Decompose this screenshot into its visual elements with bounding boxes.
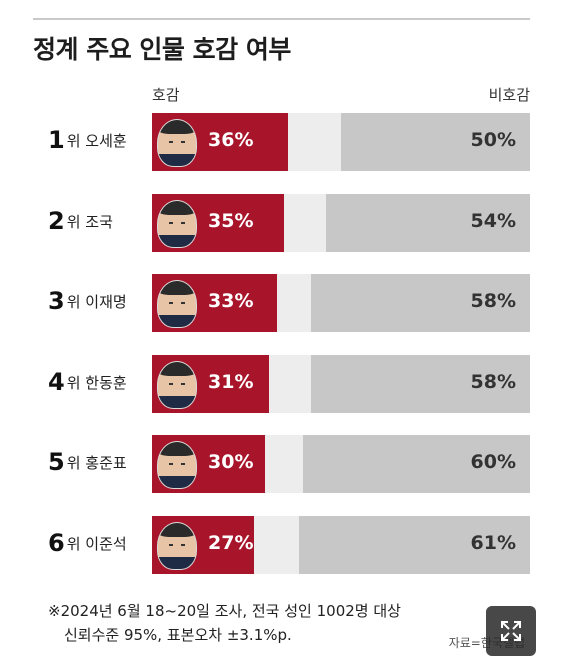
legend-dislike-label: 비호감 [488, 86, 530, 104]
expand-icon [501, 621, 521, 641]
bar-like: 27% [152, 515, 255, 574]
dislike-value-label: 58% [470, 370, 516, 393]
like-value-label: 31% [208, 370, 254, 393]
bar-track: 60% 30% [152, 435, 530, 493]
like-value-label: 30% [208, 451, 254, 473]
bar-dislike: 61% [299, 515, 530, 574]
person-name: 오세훈 [85, 132, 127, 150]
chart-title: 정계 주요 인물 호감 여부 [33, 35, 291, 64]
portrait-icon [157, 119, 197, 167]
rank-suffix: 위 [66, 293, 86, 311]
bar-like: 30% [152, 435, 266, 493]
dislike-value-label: 61% [470, 531, 516, 554]
bar-dislike: 54% [325, 193, 530, 252]
like-value-label: 33% [208, 290, 254, 312]
dislike-value-label: 54% [470, 209, 516, 232]
like-value-label: 35% [208, 209, 254, 232]
dislike-value-label: 50% [470, 129, 516, 151]
rank-suffix: 위 [66, 132, 86, 150]
bar-track: 50% 36% [152, 113, 530, 171]
bar-like: 35% [152, 193, 285, 252]
top-rule [33, 18, 530, 20]
footnote-line-1: ※2024년 6월 18~20일 조사, 전국 성인 1002명 대상 [48, 602, 401, 620]
portrait-icon [157, 521, 197, 570]
rank-number: 3 [48, 287, 65, 315]
person-name: 이재명 [85, 293, 127, 311]
bar-track: 54% 35% [152, 193, 530, 252]
portrait-icon [157, 360, 197, 409]
rank-number: 5 [48, 448, 65, 476]
dislike-value-label: 60% [470, 451, 516, 473]
rank-suffix: 위 [66, 534, 86, 553]
bar-track: 58% 31% [152, 354, 530, 413]
bar-dislike: 58% [310, 274, 530, 332]
person-name: 이준석 [85, 534, 127, 553]
bar-dislike: 60% [303, 435, 530, 493]
bar-dislike: 50% [341, 113, 530, 171]
footnote-line-2: 신뢰수준 95%, 표본오차 ±3.1%p. [64, 626, 292, 644]
rank-number: 1 [48, 126, 65, 154]
like-value-label: 27% [208, 531, 254, 554]
rank-number: 2 [48, 206, 65, 235]
bar-like: 31% [152, 354, 270, 413]
portrait-icon [157, 199, 197, 248]
like-value-label: 36% [208, 129, 254, 151]
expand-button[interactable] [486, 606, 536, 656]
rank-number: 4 [48, 367, 65, 396]
legend-like-label: 호감 [152, 86, 180, 104]
person-name: 조국 [85, 212, 113, 231]
portrait-icon [157, 441, 197, 489]
bar-track: 58% 33% [152, 274, 530, 332]
dislike-value-label: 58% [470, 290, 516, 312]
rank-suffix: 위 [66, 373, 86, 392]
rank-suffix: 위 [66, 454, 86, 472]
rank-number: 6 [48, 528, 65, 557]
person-name: 한동훈 [85, 373, 127, 392]
person-name: 홍준표 [85, 454, 127, 472]
rank-suffix: 위 [66, 212, 86, 231]
bar-track: 61% 27% [152, 515, 530, 574]
bar-like: 36% [152, 113, 289, 171]
bar-like: 33% [152, 274, 277, 332]
portrait-icon [157, 280, 197, 328]
bar-dislike: 58% [310, 354, 530, 413]
